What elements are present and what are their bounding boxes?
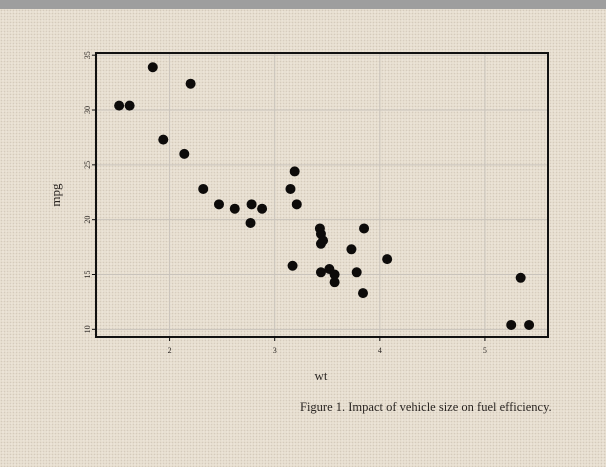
data-point — [524, 319, 535, 330]
data-point — [287, 260, 298, 271]
data-point — [158, 134, 169, 145]
figure-caption: Figure 1. Impact of vehicle size on fuel… — [300, 400, 552, 414]
data-point — [329, 269, 340, 280]
y-tick-label: 35 — [83, 51, 92, 59]
data-point — [515, 272, 526, 283]
y-tick-label: 30 — [83, 106, 92, 114]
data-point — [359, 223, 370, 234]
data-point — [318, 235, 329, 246]
data-point — [198, 183, 209, 194]
data-point — [285, 183, 296, 194]
data-point — [346, 244, 357, 255]
data-point — [114, 100, 125, 111]
top-border-band — [0, 0, 606, 9]
data-point — [289, 166, 300, 177]
data-point — [315, 267, 326, 278]
data-point — [246, 199, 257, 210]
data-points — [114, 62, 535, 330]
x-tick-label: 2 — [168, 346, 172, 355]
data-point — [245, 217, 256, 228]
data-point — [329, 277, 340, 288]
data-point — [357, 288, 368, 299]
data-point — [291, 199, 302, 210]
x-tick-label: 4 — [378, 346, 382, 355]
y-tick-label: 10 — [83, 325, 92, 333]
plot-frame — [95, 52, 549, 338]
grid-lines — [96, 53, 548, 337]
y-tick-label: 25 — [83, 161, 92, 169]
x-axis-title: wt — [315, 368, 328, 383]
axis-ticks: 2 3 4 5 10 15 20 25 30 35 — [83, 51, 487, 355]
data-point — [185, 78, 196, 89]
data-point — [179, 148, 190, 159]
x-tick-label: 3 — [273, 346, 277, 355]
y-tick-label: 20 — [83, 216, 92, 224]
y-axis-title: mpg — [48, 183, 63, 207]
data-point — [351, 267, 362, 278]
data-point — [257, 203, 268, 214]
data-point — [147, 62, 158, 73]
x-tick-label: 5 — [483, 346, 487, 355]
data-point — [506, 319, 517, 330]
y-tick-label: 15 — [83, 270, 92, 278]
data-point — [124, 100, 135, 111]
data-point — [229, 203, 240, 214]
data-point — [382, 254, 393, 265]
data-point — [213, 199, 224, 210]
